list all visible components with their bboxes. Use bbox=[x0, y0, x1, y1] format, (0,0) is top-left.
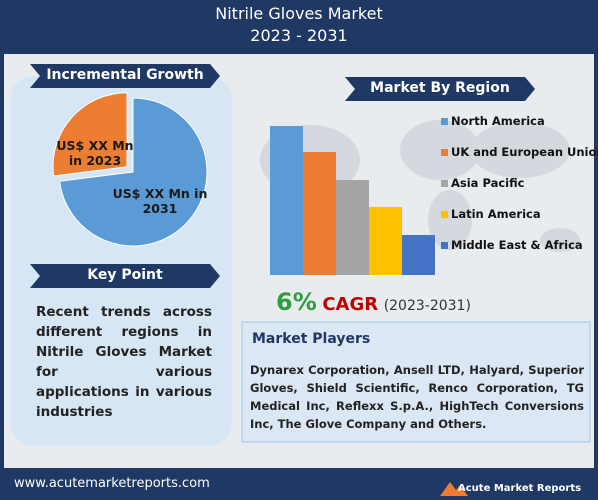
legend-swatch bbox=[441, 211, 448, 218]
banner-text: Key Point bbox=[87, 267, 163, 283]
legend-label: Asia Pacific bbox=[451, 176, 525, 190]
cagr-value: 6% bbox=[276, 288, 317, 316]
title: Nitrile Gloves Market bbox=[215, 4, 383, 23]
pie-slice bbox=[59, 97, 208, 247]
pie-slice bbox=[52, 92, 128, 177]
players-box bbox=[241, 321, 591, 443]
banner-text: Incremental Growth bbox=[46, 67, 204, 83]
legend-swatch bbox=[441, 118, 448, 125]
players-text: Dynarex Corporation, Ansell LTD, Halyard… bbox=[250, 363, 584, 431]
subtitle: 2023 - 2031 bbox=[250, 26, 348, 45]
banner-text: Market By Region bbox=[370, 80, 510, 96]
cagr: 6% CAGR (2023-2031) bbox=[276, 288, 471, 316]
bar bbox=[270, 126, 303, 275]
banner bbox=[345, 77, 535, 101]
cagr-period: (2023-2031) bbox=[383, 298, 471, 314]
key-point-text: Recent trends across different regions i… bbox=[36, 304, 212, 420]
bar bbox=[303, 152, 336, 275]
legend-swatch bbox=[441, 180, 448, 187]
banner bbox=[30, 264, 220, 288]
bar bbox=[402, 235, 435, 275]
legend-label: Latin America bbox=[451, 207, 541, 221]
bar bbox=[336, 180, 369, 275]
players-title: Market Players bbox=[252, 331, 371, 347]
pie-label: US$ XX Mn in 2031 bbox=[112, 186, 208, 216]
legend-label: North America bbox=[451, 114, 545, 128]
banner bbox=[30, 64, 220, 88]
footer-url: www.acutemarketreports.com bbox=[14, 476, 210, 491]
pie-label: US$ XX Mn in 2023 bbox=[56, 138, 134, 168]
logo-icon bbox=[440, 482, 468, 496]
legend-label: Middle East & Africa bbox=[451, 238, 583, 252]
bar bbox=[369, 207, 402, 275]
cagr-label: CAGR bbox=[322, 294, 379, 315]
legend-label: UK and European Union bbox=[451, 145, 598, 159]
legend-swatch bbox=[441, 242, 448, 249]
logo: Acute Market Reports bbox=[458, 483, 582, 494]
legend-swatch bbox=[441, 149, 448, 156]
